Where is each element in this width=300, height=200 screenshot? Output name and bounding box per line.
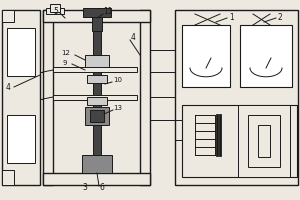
Bar <box>2 10 14 22</box>
Bar <box>53 67 137 72</box>
Bar <box>85 55 109 69</box>
Bar <box>43 173 150 185</box>
Bar <box>85 107 109 125</box>
Bar <box>83 8 111 17</box>
Bar <box>182 25 230 87</box>
Bar <box>7 28 35 76</box>
Text: 4: 4 <box>6 82 10 92</box>
Bar <box>90 110 104 122</box>
Text: 9: 9 <box>63 60 67 66</box>
Text: 11: 11 <box>103 7 113 17</box>
Bar <box>87 97 107 105</box>
Bar <box>240 25 292 87</box>
Bar <box>175 10 298 185</box>
Text: 12: 12 <box>61 50 70 56</box>
Text: 10: 10 <box>113 77 122 83</box>
Bar <box>93 31 101 55</box>
Bar <box>140 10 150 185</box>
Bar <box>46 8 64 14</box>
Text: 3: 3 <box>82 184 87 192</box>
Bar <box>248 115 280 167</box>
Text: 2: 2 <box>278 12 282 21</box>
Bar <box>2 10 40 185</box>
Text: 6: 6 <box>100 184 104 192</box>
Text: 4: 4 <box>130 32 135 42</box>
Bar <box>43 10 53 185</box>
Bar <box>258 125 270 157</box>
Bar <box>50 4 60 12</box>
Bar <box>43 10 150 22</box>
Bar <box>2 170 14 185</box>
Bar <box>93 69 101 107</box>
Bar <box>53 95 137 100</box>
Text: 5: 5 <box>54 6 58 16</box>
Bar <box>182 105 297 177</box>
Bar <box>93 125 101 155</box>
Bar <box>87 75 107 83</box>
Bar <box>238 105 290 177</box>
Bar <box>7 115 35 163</box>
Bar <box>82 155 112 173</box>
Text: 13: 13 <box>113 105 122 111</box>
Text: 1: 1 <box>230 12 234 21</box>
Bar <box>92 17 102 31</box>
